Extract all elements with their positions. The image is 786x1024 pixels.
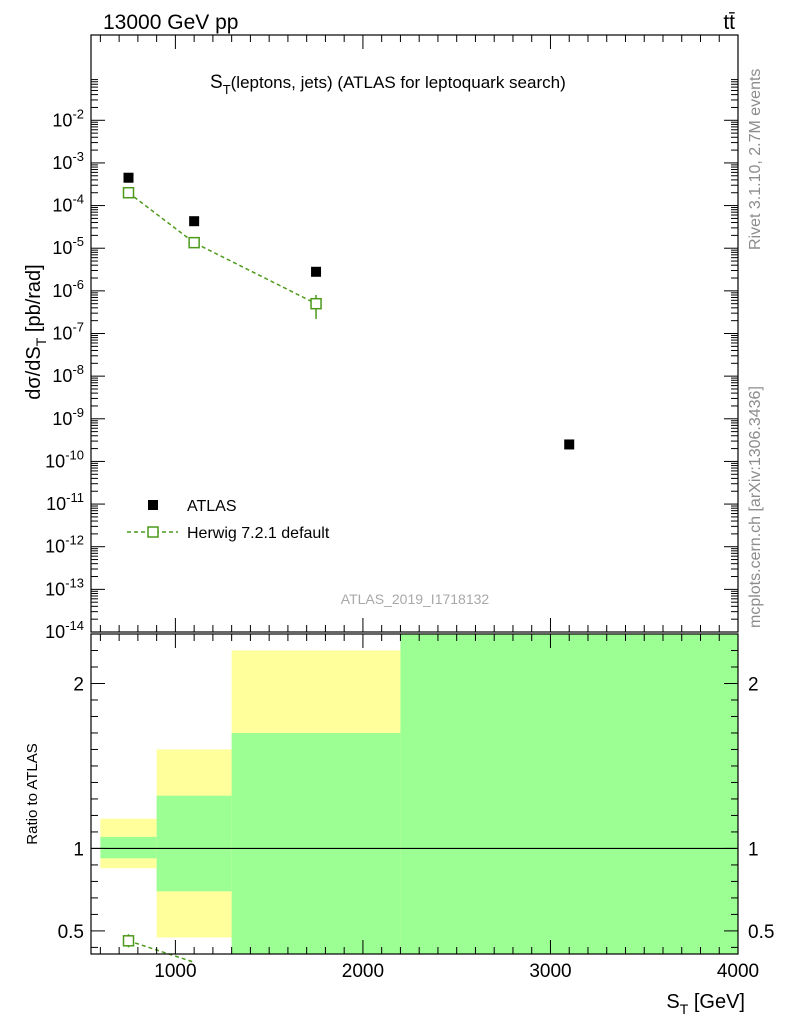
legend-herwig-label: Herwig 7.2.1 default — [187, 525, 330, 542]
main-y-tick-label: 10-14 — [45, 618, 84, 642]
ratio-stat-band — [100, 836, 157, 859]
x-tick-label: 4000 — [717, 961, 759, 982]
ratio-frame — [90, 633, 739, 955]
atlas-point — [564, 439, 575, 450]
main-series — [122, 172, 575, 450]
legend-herwig-marker — [147, 526, 159, 538]
ratio-y-tick-label-right: 0.5 — [748, 922, 774, 943]
main-y-tick-label: 10-8 — [52, 362, 84, 386]
atlas-point — [189, 216, 200, 227]
legend-atlas-label: ATLAS — [187, 498, 237, 515]
atlas-point — [123, 172, 134, 183]
x-tick-label: 3000 — [529, 961, 571, 982]
ratio-y-tick-label-right: 2 — [748, 674, 759, 695]
atlas-point — [311, 266, 322, 277]
main-y-axis-label: dσ/dST [pb/rad] — [23, 264, 49, 399]
main-y-tick-label: 10-3 — [52, 149, 84, 173]
legend: ATLAS Herwig 7.2.1 default — [127, 498, 330, 542]
ratio-stat-band — [400, 634, 738, 954]
ratio-y-axis-label: Ratio to ATLAS — [24, 743, 41, 844]
main-y-tick-label: 10-9 — [52, 405, 84, 429]
ratio-stat-band — [231, 732, 401, 954]
ratio-y-tick-label: 0.5 — [58, 922, 84, 943]
main-y-tick-label: 10-2 — [52, 106, 84, 130]
herwig-point — [188, 236, 200, 249]
main-y-tick-label: 10-13 — [45, 575, 84, 599]
energy-label: 13000 GeV pp — [103, 11, 238, 34]
ratio-bands — [100, 634, 738, 954]
main-y-tick-label: 10-6 — [52, 277, 84, 301]
legend-atlas-marker — [148, 500, 158, 510]
ratio-stat-band — [156, 795, 232, 892]
main-y-tick-label: 10-11 — [46, 490, 84, 514]
main-y-ticks: 10-14 10-13 10-12 10-11 10-10 10-9 10-8 10-7 10-… — [45, 35, 739, 642]
ratio-ticks: 0.5 0.5 1 1 2 2 1000 2000 3000 4000 — [58, 634, 774, 982]
main-frame — [90, 34, 739, 633]
process-label: tt̄ — [723, 11, 735, 34]
x-tick-label: 1000 — [154, 961, 196, 982]
ratio-y-tick-label-right: 1 — [748, 839, 759, 860]
main-y-tick-label: 10-7 — [52, 320, 84, 344]
ratio-herwig-point — [122, 935, 135, 947]
x-tick-label: 2000 — [342, 961, 384, 982]
main-y-tick-label: 10-12 — [45, 533, 84, 557]
ratio-y-tick-label: 2 — [73, 674, 84, 695]
x-axis-label: ST [GeV] — [666, 991, 745, 1017]
ratio-herwig-line — [128, 940, 195, 963]
ratio-y-tick-label: 1 — [73, 839, 84, 860]
main-y-tick-label: 10-4 — [52, 192, 84, 216]
mcplots-label: mcplots.cern.ch [arXiv:1306.3436] — [747, 386, 764, 628]
herwig-point — [122, 186, 135, 199]
rivet-version-label: Rivet 3.1.10, 2.7M events — [747, 69, 764, 250]
main-y-tick-label: 10-10 — [45, 447, 84, 471]
ratio-herwig-series — [122, 934, 195, 963]
analysis-watermark: ATLAS_2019_I1718132 — [341, 591, 490, 607]
main-y-tick-label: 10-5 — [52, 234, 84, 258]
herwig-line — [128, 192, 317, 305]
plot-title: ST(leptons, jets) (ATLAS for leptoquark … — [210, 72, 566, 97]
herwig-point — [310, 297, 322, 310]
